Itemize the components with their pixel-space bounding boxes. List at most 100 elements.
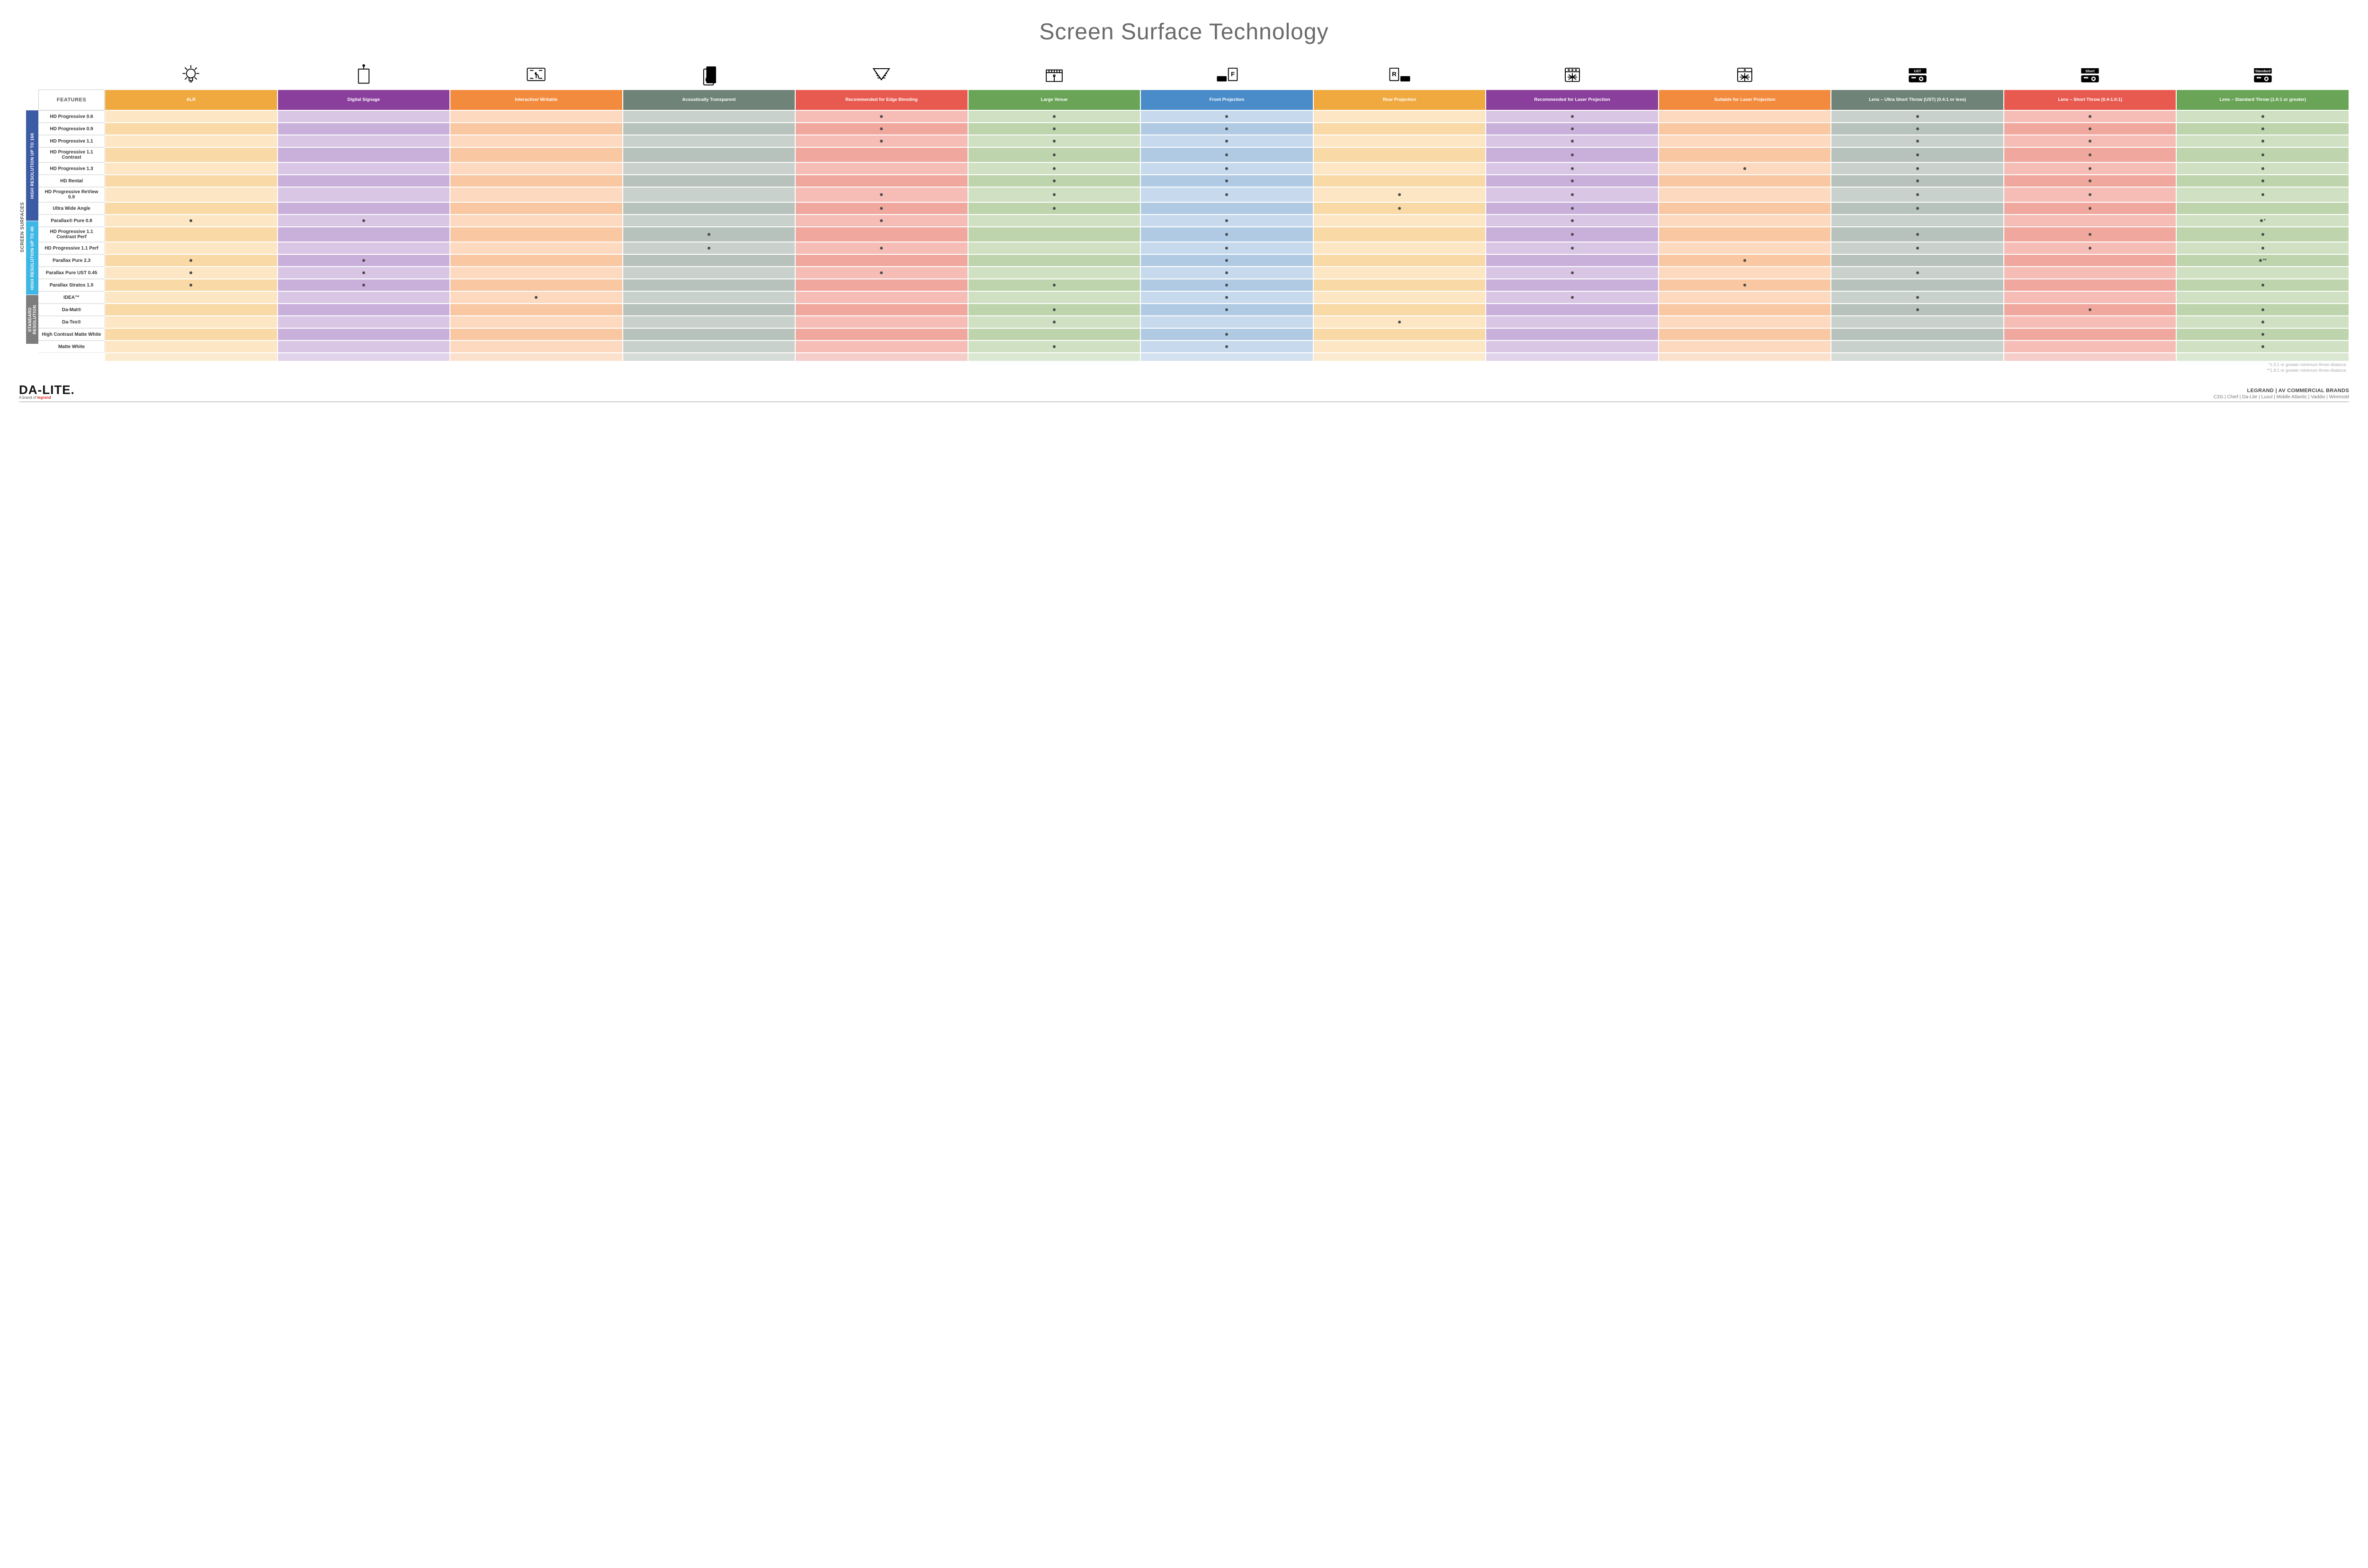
matrix-cell xyxy=(795,316,968,328)
matrix-cell xyxy=(2176,291,2349,304)
matrix-cell xyxy=(968,162,1141,175)
matrix-cell xyxy=(1659,267,1831,279)
matrix-cell xyxy=(1831,110,2004,123)
column-header-suitlaser: Suitable for Laser Projection xyxy=(1659,90,1831,110)
matrix-cell xyxy=(623,291,796,304)
row-label: HD Progressive ReView 0.9 xyxy=(38,187,105,202)
matrix-cell xyxy=(2176,110,2349,123)
matrix-cell xyxy=(623,304,796,316)
feature-matrix: FR★★★★USTShortStandardFEATURESALRDigital… xyxy=(38,59,2349,361)
matrix-cell xyxy=(623,123,796,135)
matrix-cell xyxy=(795,215,968,227)
matrix-cell xyxy=(1313,187,1486,202)
matrix-cell xyxy=(278,215,450,227)
matrix-cell xyxy=(968,227,1141,242)
matrix-cell xyxy=(1831,175,2004,187)
matrix-cell xyxy=(450,279,623,291)
matrix-cell xyxy=(450,304,623,316)
matrix-cell xyxy=(1140,175,1313,187)
spacer-cell xyxy=(1313,353,1486,361)
matrix-cell xyxy=(1659,123,1831,135)
matrix-cell xyxy=(450,328,623,340)
matrix-cell xyxy=(2176,147,2349,162)
spacer-cell xyxy=(2176,353,2349,361)
matrix-cell xyxy=(1140,304,1313,316)
brand-block: LEGRAND | AV COMMERCIAL BRANDS C2G | Chi… xyxy=(2214,388,2349,400)
matrix-cell xyxy=(795,267,968,279)
matrix-cell xyxy=(278,279,450,291)
matrix-cell xyxy=(623,279,796,291)
column-header-venue: Large Venue xyxy=(968,90,1141,110)
matrix-cell xyxy=(1313,254,1486,267)
matrix-cell xyxy=(450,147,623,162)
matrix-cell xyxy=(450,340,623,353)
matrix-cell xyxy=(1659,279,1831,291)
matrix-cell xyxy=(623,110,796,123)
matrix-cell xyxy=(1313,147,1486,162)
matrix-cell xyxy=(2004,123,2177,135)
matrix-cell xyxy=(2004,304,2177,316)
matrix-cell xyxy=(105,316,278,328)
matrix-cell xyxy=(1313,175,1486,187)
matrix-cell xyxy=(795,202,968,215)
matrix-cell xyxy=(2176,202,2349,215)
matrix-cell xyxy=(1659,215,1831,227)
matrix-cell xyxy=(278,227,450,242)
row-label: Ultra Wide Angle xyxy=(38,202,105,215)
features-header: FEATURES xyxy=(38,90,105,110)
matrix-cell xyxy=(1486,340,1659,353)
matrix-cell xyxy=(2176,123,2349,135)
matrix-cell xyxy=(1140,110,1313,123)
logo-sub-brand: legrand xyxy=(37,395,51,400)
column-header-signage: Digital Signage xyxy=(278,90,450,110)
row-label: Parallax Stratos 1.0 xyxy=(38,279,105,291)
column-header-reclaser: Recommended for Laser Projection xyxy=(1486,90,1659,110)
svg-text:R: R xyxy=(1392,71,1397,78)
matrix-cell xyxy=(795,291,968,304)
row-label: IDEA™ xyxy=(38,291,105,304)
matrix-cell xyxy=(1313,242,1486,254)
matrix-cell xyxy=(2004,202,2177,215)
matrix-cell xyxy=(2176,227,2349,242)
matrix-cell xyxy=(968,187,1141,202)
spacer-cell xyxy=(2004,353,2177,361)
matrix-cell xyxy=(623,135,796,147)
matrix-cell xyxy=(795,135,968,147)
matrix-cell xyxy=(1313,304,1486,316)
matrix-cell xyxy=(450,215,623,227)
column-header-edge: Recommended for Edge Blending xyxy=(795,90,968,110)
matrix-cell xyxy=(278,304,450,316)
matrix-cell xyxy=(2004,135,2177,147)
matrix-cell xyxy=(1140,340,1313,353)
matrix-cell xyxy=(1486,254,1659,267)
matrix-cell xyxy=(278,123,450,135)
column-icon-alr xyxy=(105,59,278,90)
matrix-cell xyxy=(2004,340,2177,353)
matrix-cell xyxy=(623,227,796,242)
matrix-cell xyxy=(450,267,623,279)
spacer-cell xyxy=(1486,353,1659,361)
spacer xyxy=(38,353,105,361)
matrix-cell xyxy=(2176,175,2349,187)
footnote: *1.5:1 or greater minimum throw distance xyxy=(19,362,2346,368)
matrix-cell xyxy=(1831,279,2004,291)
matrix-cell xyxy=(1831,123,2004,135)
matrix-cell xyxy=(1486,202,1659,215)
matrix-cell xyxy=(1313,202,1486,215)
matrix-cell xyxy=(2176,316,2349,328)
matrix-cell xyxy=(278,242,450,254)
matrix-cell xyxy=(1140,328,1313,340)
matrix-cell xyxy=(1140,123,1313,135)
footnote: **1.8:1 or greater minimum throw distanc… xyxy=(19,368,2346,374)
matrix-cell xyxy=(450,254,623,267)
matrix-cell xyxy=(450,242,623,254)
column-icon-venue xyxy=(968,59,1141,90)
matrix-cell xyxy=(1486,147,1659,162)
matrix-cell xyxy=(623,340,796,353)
row-label: Matte White xyxy=(38,340,105,353)
row-label: Parallax Pure UST 0.45 xyxy=(38,267,105,279)
matrix-cell xyxy=(278,110,450,123)
matrix-cell xyxy=(795,187,968,202)
svg-text:Short: Short xyxy=(2085,69,2095,73)
matrix-cell xyxy=(1486,135,1659,147)
